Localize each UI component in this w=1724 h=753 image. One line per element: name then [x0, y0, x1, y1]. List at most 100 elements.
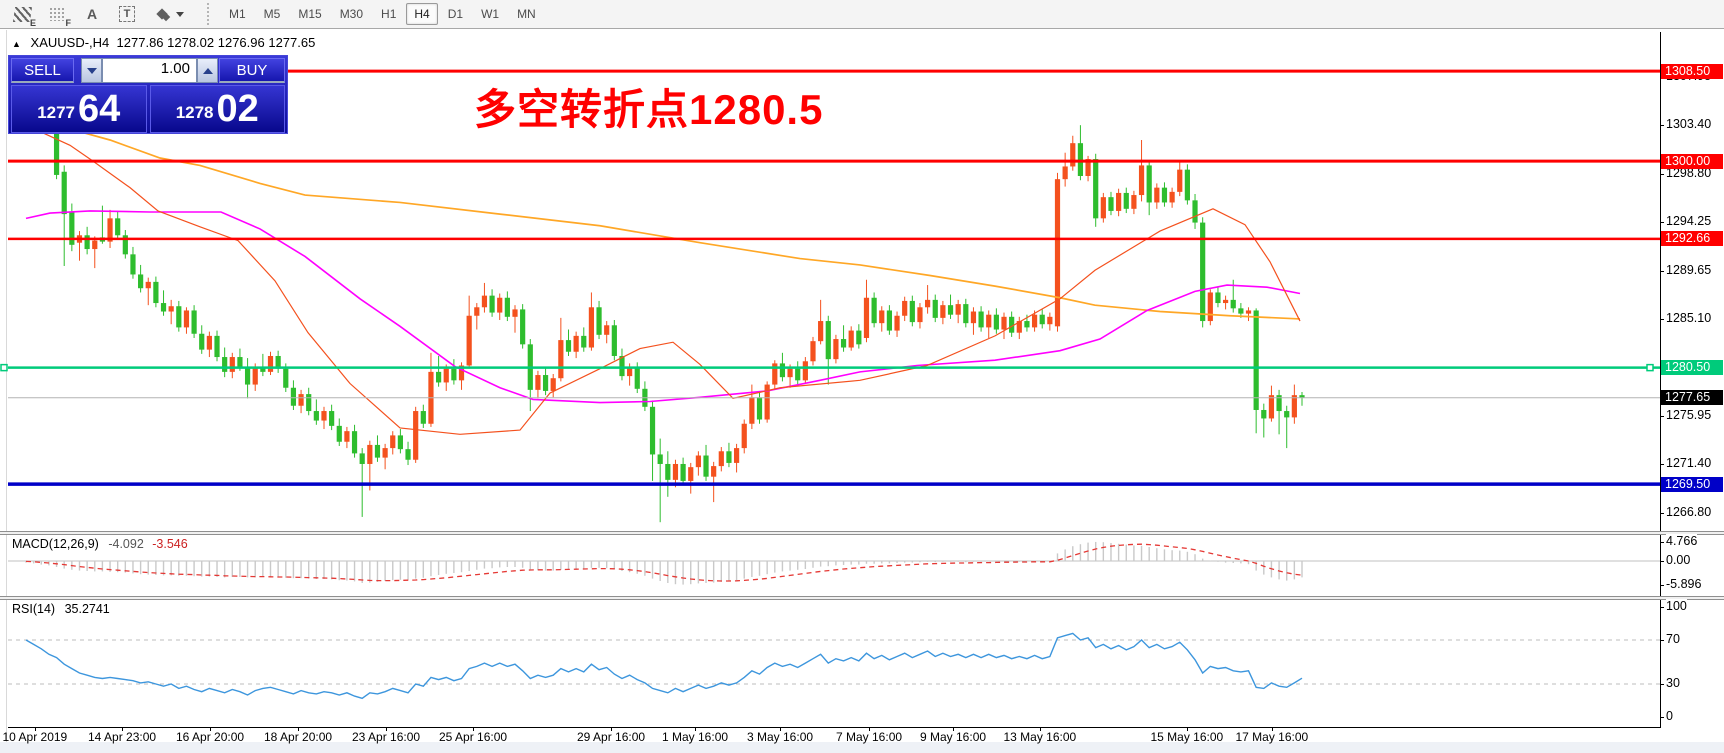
price-badge-1292.66[interactable]: 1292.66: [1661, 231, 1723, 247]
timeframe-button-m30[interactable]: M30: [339, 7, 364, 21]
rsi-scale-tick: [1660, 684, 1664, 685]
price-tick-label: 1303.40: [1666, 117, 1712, 132]
ma-magenta-line: [25, 210, 1301, 404]
macd-scale-label: 4.766: [1666, 533, 1698, 548]
macd-scale-tick: [1660, 541, 1664, 543]
volume-decrease-button[interactable]: [81, 58, 102, 83]
indicator-sub-letter: E: [29, 18, 36, 28]
volume-input[interactable]: 1.00: [102, 58, 197, 83]
timeframe-button-m1[interactable]: M1: [229, 7, 246, 21]
price-badge-1300.00[interactable]: 1300.00: [1661, 153, 1723, 169]
time-tick-label: 16 Apr 20:00: [176, 730, 245, 744]
time-tick-label: 13 May 16:00: [1003, 730, 1077, 744]
timeframe-button-w1[interactable]: W1: [481, 7, 500, 21]
macd-scale-label: -5.896: [1666, 576, 1702, 591]
time-tick-mark: [953, 727, 954, 731]
rsi-scale-tick: [1660, 607, 1664, 608]
ma-orange-line: [25, 112, 1301, 320]
macd-panel-splitter[interactable]: [0, 531, 1724, 535]
rsi-scale-label: 30: [1666, 676, 1680, 690]
indicator-hatch-glyph: [12, 6, 32, 22]
text-label-icon[interactable]: A: [86, 6, 98, 22]
time-tick-mark: [869, 727, 870, 731]
price-tick-mark: [1660, 318, 1664, 320]
macd-indicator-label: MACD(12,26,9) -4.092 -3.546: [12, 537, 188, 551]
window-left-frame: [6, 30, 7, 743]
time-tick-mark: [1187, 727, 1188, 731]
timeframe-button-mn[interactable]: MN: [517, 7, 536, 21]
macd-scale-tick: [1660, 561, 1664, 562]
buy-price-display[interactable]: 1278 02: [149, 85, 285, 133]
time-tick-mark: [1272, 727, 1273, 731]
current-price-badge: 1277.65: [1661, 390, 1723, 406]
candlesticks-layer: [23, 97, 1305, 523]
price-tick-label: 1298.80: [1666, 165, 1712, 180]
toolbar: E F A T M1 M5 M15 M30 H1 H4 D1 W1 MN: [0, 0, 1724, 29]
price-tick-mark: [1660, 415, 1664, 417]
chart-window[interactable]: ▲ XAUUSD-,H4 1277.86 1278.02 1276.96 127…: [0, 30, 1724, 753]
rsi-indicator-label: RSI(14) 35.2741: [12, 602, 110, 616]
rsi-scale-label: 0: [1666, 709, 1673, 723]
sell-button[interactable]: SELL: [11, 58, 74, 83]
time-tick-mark: [695, 727, 696, 731]
price-tick-label: 1294.25: [1666, 214, 1712, 229]
time-tick-mark: [780, 727, 781, 731]
time-tick-mark: [473, 727, 474, 731]
rsi-scale-label: 70: [1666, 632, 1680, 646]
buy-price-pips: 02: [216, 88, 259, 130]
price-tick-mark: [1660, 125, 1664, 127]
timeframe-button-m5[interactable]: M5: [263, 7, 281, 21]
price-tick-label: 1285.10: [1666, 310, 1712, 325]
collapse-triangle-icon[interactable]: ▲: [12, 39, 21, 49]
macd-scale-label: 0.00: [1666, 553, 1691, 567]
timeframe-button-m15[interactable]: M15: [298, 7, 322, 21]
time-tick-mark: [35, 727, 36, 731]
price-tick-label: 1266.80: [1666, 504, 1712, 519]
grid-icon[interactable]: F: [44, 3, 71, 28]
rsi-scale-tick: [1660, 717, 1664, 718]
price-badge-1308.50[interactable]: 1308.50: [1661, 63, 1723, 79]
price-tick-label: 1271.40: [1666, 455, 1712, 470]
shape-diamond-small-icon: [161, 12, 171, 22]
rsi-value: 35.2741: [64, 602, 110, 616]
macd-scale-tick: [1660, 584, 1664, 586]
timeframe-button-h4[interactable]: H4: [406, 3, 438, 25]
indicators-icon[interactable]: E: [9, 3, 36, 28]
toolbar-separator[interactable]: [207, 3, 212, 25]
time-tick-label: 10 Apr 2019: [2, 730, 68, 744]
textbox-icon[interactable]: T: [114, 3, 140, 25]
chart-annotation-text[interactable]: 多空转折点1280.5: [474, 86, 824, 133]
time-tick-mark: [1040, 727, 1041, 731]
triangle-down-icon: [86, 67, 97, 74]
timeframe-button-d1[interactable]: D1: [447, 7, 464, 21]
triangle-up-icon: [202, 67, 213, 74]
one-click-trade-panel: SELL 1.00 BUY 1277 64 1278 02: [8, 55, 288, 134]
rsi-scale-label: 100: [1666, 599, 1687, 613]
time-tick-label: 15 May 16:00: [1150, 730, 1224, 744]
rsi-panel-splitter[interactable]: [0, 596, 1724, 600]
time-tick-label: 1 May 16:00: [662, 730, 729, 744]
macd-title: MACD(12,26,9): [12, 537, 99, 551]
sell-price-pips: 64: [78, 88, 121, 130]
time-tick-mark: [122, 727, 123, 731]
timeframe-button-h1[interactable]: H1: [381, 7, 397, 21]
time-axis-border: [8, 727, 1661, 728]
time-tick-mark: [611, 727, 612, 731]
volume-increase-button[interactable]: [197, 58, 218, 83]
time-tick-label: 18 Apr 20:00: [264, 730, 333, 744]
sell-price-display[interactable]: 1277 64: [11, 85, 147, 133]
price-badge-1269.50[interactable]: 1269.50: [1661, 476, 1723, 492]
rsi-scale-tick: [1660, 640, 1664, 641]
price-tick-mark: [1660, 173, 1664, 175]
time-tick-label: 14 Apr 23:00: [88, 730, 157, 744]
time-tick-label: 3 May 16:00: [747, 730, 814, 744]
price-tick-mark: [1660, 463, 1664, 465]
price-badge-1280.50[interactable]: 1280.50: [1661, 360, 1723, 376]
price-tick-label: 1275.95: [1666, 407, 1712, 422]
shapes-icon[interactable]: [149, 3, 193, 25]
buy-button[interactable]: BUY: [219, 58, 285, 83]
timeframe-buttons: M1 M5 M15 M30 H1 H4 D1 W1 MN: [220, 3, 545, 25]
grid-glyph: [49, 7, 65, 21]
chart-series-canvas: [0, 69, 1660, 700]
